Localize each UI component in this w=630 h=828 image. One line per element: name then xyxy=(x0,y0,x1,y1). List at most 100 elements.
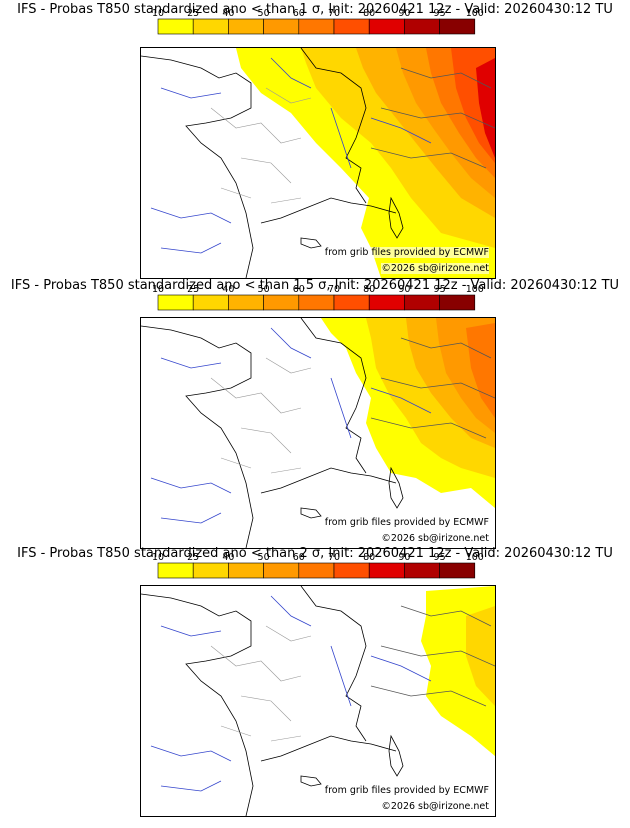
colorbar-swatch xyxy=(263,294,300,311)
colorbar-swatch xyxy=(192,18,229,35)
rivers xyxy=(150,595,432,792)
colorbar-tick-label: 40 xyxy=(222,552,234,563)
corsica xyxy=(388,196,404,239)
colorbar-swatch xyxy=(333,18,370,35)
panel-title: IFS - Probas T850 standardized ano < tha… xyxy=(17,2,613,17)
colorbar-tick-label: 40 xyxy=(222,284,234,295)
region-lines xyxy=(210,357,312,474)
copyright-credit: ©2026 sb@irizone.net xyxy=(381,533,489,544)
colorbar-tick-label: 95 xyxy=(434,284,446,295)
colorbar-tick-label: 90 xyxy=(398,8,410,19)
colorbar-swatch xyxy=(368,294,405,311)
corsica xyxy=(388,734,404,777)
colorbar-swatch xyxy=(228,18,264,35)
river-lines xyxy=(150,327,432,524)
land-borders xyxy=(141,586,495,816)
colorbar: 10 25 40 50 60 70 80 90 95 100 xyxy=(152,8,484,35)
source-credit: from grib files provided by ECMWF xyxy=(324,517,489,528)
colorbar-tick-label: 40 xyxy=(222,8,234,19)
colorbar-swatch xyxy=(404,562,440,579)
colorbar-tick-label: 100 xyxy=(466,8,484,19)
probability-field xyxy=(421,586,495,756)
probability-map: from grib files provided by ECMWF ©2026 … xyxy=(140,317,496,549)
colorbar-swatch xyxy=(192,562,229,579)
coastline-west xyxy=(141,55,254,278)
border-east xyxy=(300,48,367,204)
probability-map: from grib files provided by ECMWF ©2026 … xyxy=(140,47,496,279)
colorbar-swatch xyxy=(157,562,194,579)
panel-title: IFS - Probas T850 standardized ano < tha… xyxy=(17,546,613,561)
coastline-south xyxy=(260,467,397,494)
colorbar-tick-label: 50 xyxy=(258,284,270,295)
rivers xyxy=(150,327,432,524)
colorbar-tick-label: 60 xyxy=(293,8,305,19)
colorbar-tick-label: 50 xyxy=(258,8,270,19)
colorbar-tick-label: 80 xyxy=(363,552,375,563)
colorbar-tick-label: 70 xyxy=(328,552,340,563)
colorbar-swatch xyxy=(157,294,194,311)
source-credit: from grib files provided by ECMWF xyxy=(324,785,489,796)
colorbar-tick-label: 10 xyxy=(152,8,164,19)
border-east xyxy=(300,586,367,742)
colorbar-tick-label: 60 xyxy=(293,552,305,563)
coastline-west xyxy=(141,325,254,548)
colorbar-tick-label: 100 xyxy=(466,552,484,563)
colorbar-tick-label: 95 xyxy=(434,552,446,563)
colorbar-swatch xyxy=(298,562,335,579)
source-credit: from grib files provided by ECMWF xyxy=(324,247,489,258)
admin-borders xyxy=(210,357,312,474)
colorbar-tick-label: 25 xyxy=(187,8,199,19)
probability-field xyxy=(236,48,495,278)
colorbar-swatch xyxy=(439,562,476,579)
colorbar-swatch xyxy=(263,562,300,579)
colorbar-swatch xyxy=(298,294,335,311)
colorbar: 10 25 40 50 60 70 80 90 95 100 xyxy=(152,284,484,311)
river-lines xyxy=(150,57,432,254)
inner-borders xyxy=(370,605,495,707)
colorbar-tick-label: 10 xyxy=(152,552,164,563)
land-borders xyxy=(141,318,495,548)
colorbar-swatch xyxy=(298,18,335,35)
coastline-south xyxy=(260,735,397,762)
colorbar-swatch xyxy=(228,562,264,579)
inner-borders xyxy=(370,337,495,439)
colorbar-swatch xyxy=(368,562,405,579)
border-east xyxy=(300,318,367,474)
coastline-west xyxy=(141,593,254,816)
prob-area-60 xyxy=(466,323,495,418)
admin-borders xyxy=(210,625,312,742)
colorbar-swatch xyxy=(404,294,440,311)
map-panel-3: IFS - Probas T850 standardized ano < tha… xyxy=(0,544,630,820)
rivers xyxy=(150,57,432,254)
colorbar-swatch xyxy=(333,562,370,579)
colorbar-tick-label: 70 xyxy=(328,284,340,295)
colorbar-tick-label: 80 xyxy=(363,8,375,19)
coastline-south xyxy=(260,197,397,224)
colorbar-swatch xyxy=(228,294,264,311)
colorbar-swatch xyxy=(192,294,229,311)
corsica xyxy=(388,466,404,509)
prob-area-25 xyxy=(466,606,495,706)
colorbar-tick-label: 80 xyxy=(363,284,375,295)
colorbar-swatch xyxy=(157,18,194,35)
colorbar-swatch xyxy=(439,18,476,35)
balearic-islands xyxy=(300,237,322,249)
balearic-islands xyxy=(300,507,322,519)
colorbar-tick-label: 25 xyxy=(187,284,199,295)
admin-borders xyxy=(210,87,312,204)
probability-map: from grib files provided by ECMWF ©2026 … xyxy=(140,585,496,817)
colorbar-tick-label: 10 xyxy=(152,284,164,295)
colorbar-tick-label: 90 xyxy=(398,284,410,295)
colorbar-tick-label: 70 xyxy=(328,8,340,19)
inner-borders xyxy=(370,67,495,169)
land-borders xyxy=(141,48,495,278)
panel-title: IFS - Probas T850 standardized ano < tha… xyxy=(10,278,620,293)
map-panel-1: IFS - Probas T850 standardized ano < tha… xyxy=(0,0,630,279)
colorbar-tick-label: 50 xyxy=(258,552,270,563)
copyright-credit: ©2026 sb@irizone.net xyxy=(381,263,489,274)
colorbar-swatch xyxy=(263,18,300,35)
colorbar-tick-label: 90 xyxy=(398,552,410,563)
colorbar-tick-label: 100 xyxy=(466,284,484,295)
river-lines xyxy=(150,595,432,792)
colorbar-tick-label: 60 xyxy=(293,284,305,295)
